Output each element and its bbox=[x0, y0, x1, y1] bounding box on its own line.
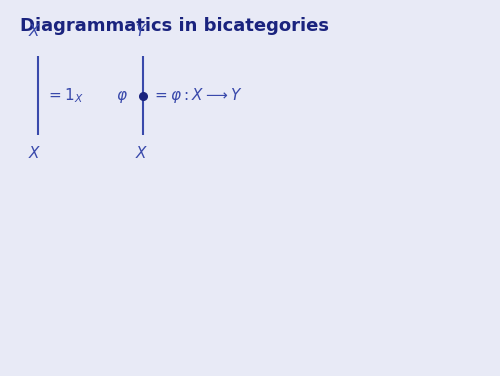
Text: $\varphi$: $\varphi$ bbox=[116, 89, 128, 105]
Text: $X$: $X$ bbox=[135, 145, 148, 161]
Text: Diagrammatics in bicategories: Diagrammatics in bicategories bbox=[20, 17, 329, 35]
Text: $Y$: $Y$ bbox=[135, 23, 147, 39]
Text: $X$: $X$ bbox=[28, 145, 42, 161]
Text: $= \varphi : X \longrightarrow Y$: $= \varphi : X \longrightarrow Y$ bbox=[152, 86, 243, 105]
Text: $= 1_X$: $= 1_X$ bbox=[46, 86, 84, 105]
Text: $X$: $X$ bbox=[28, 23, 42, 39]
